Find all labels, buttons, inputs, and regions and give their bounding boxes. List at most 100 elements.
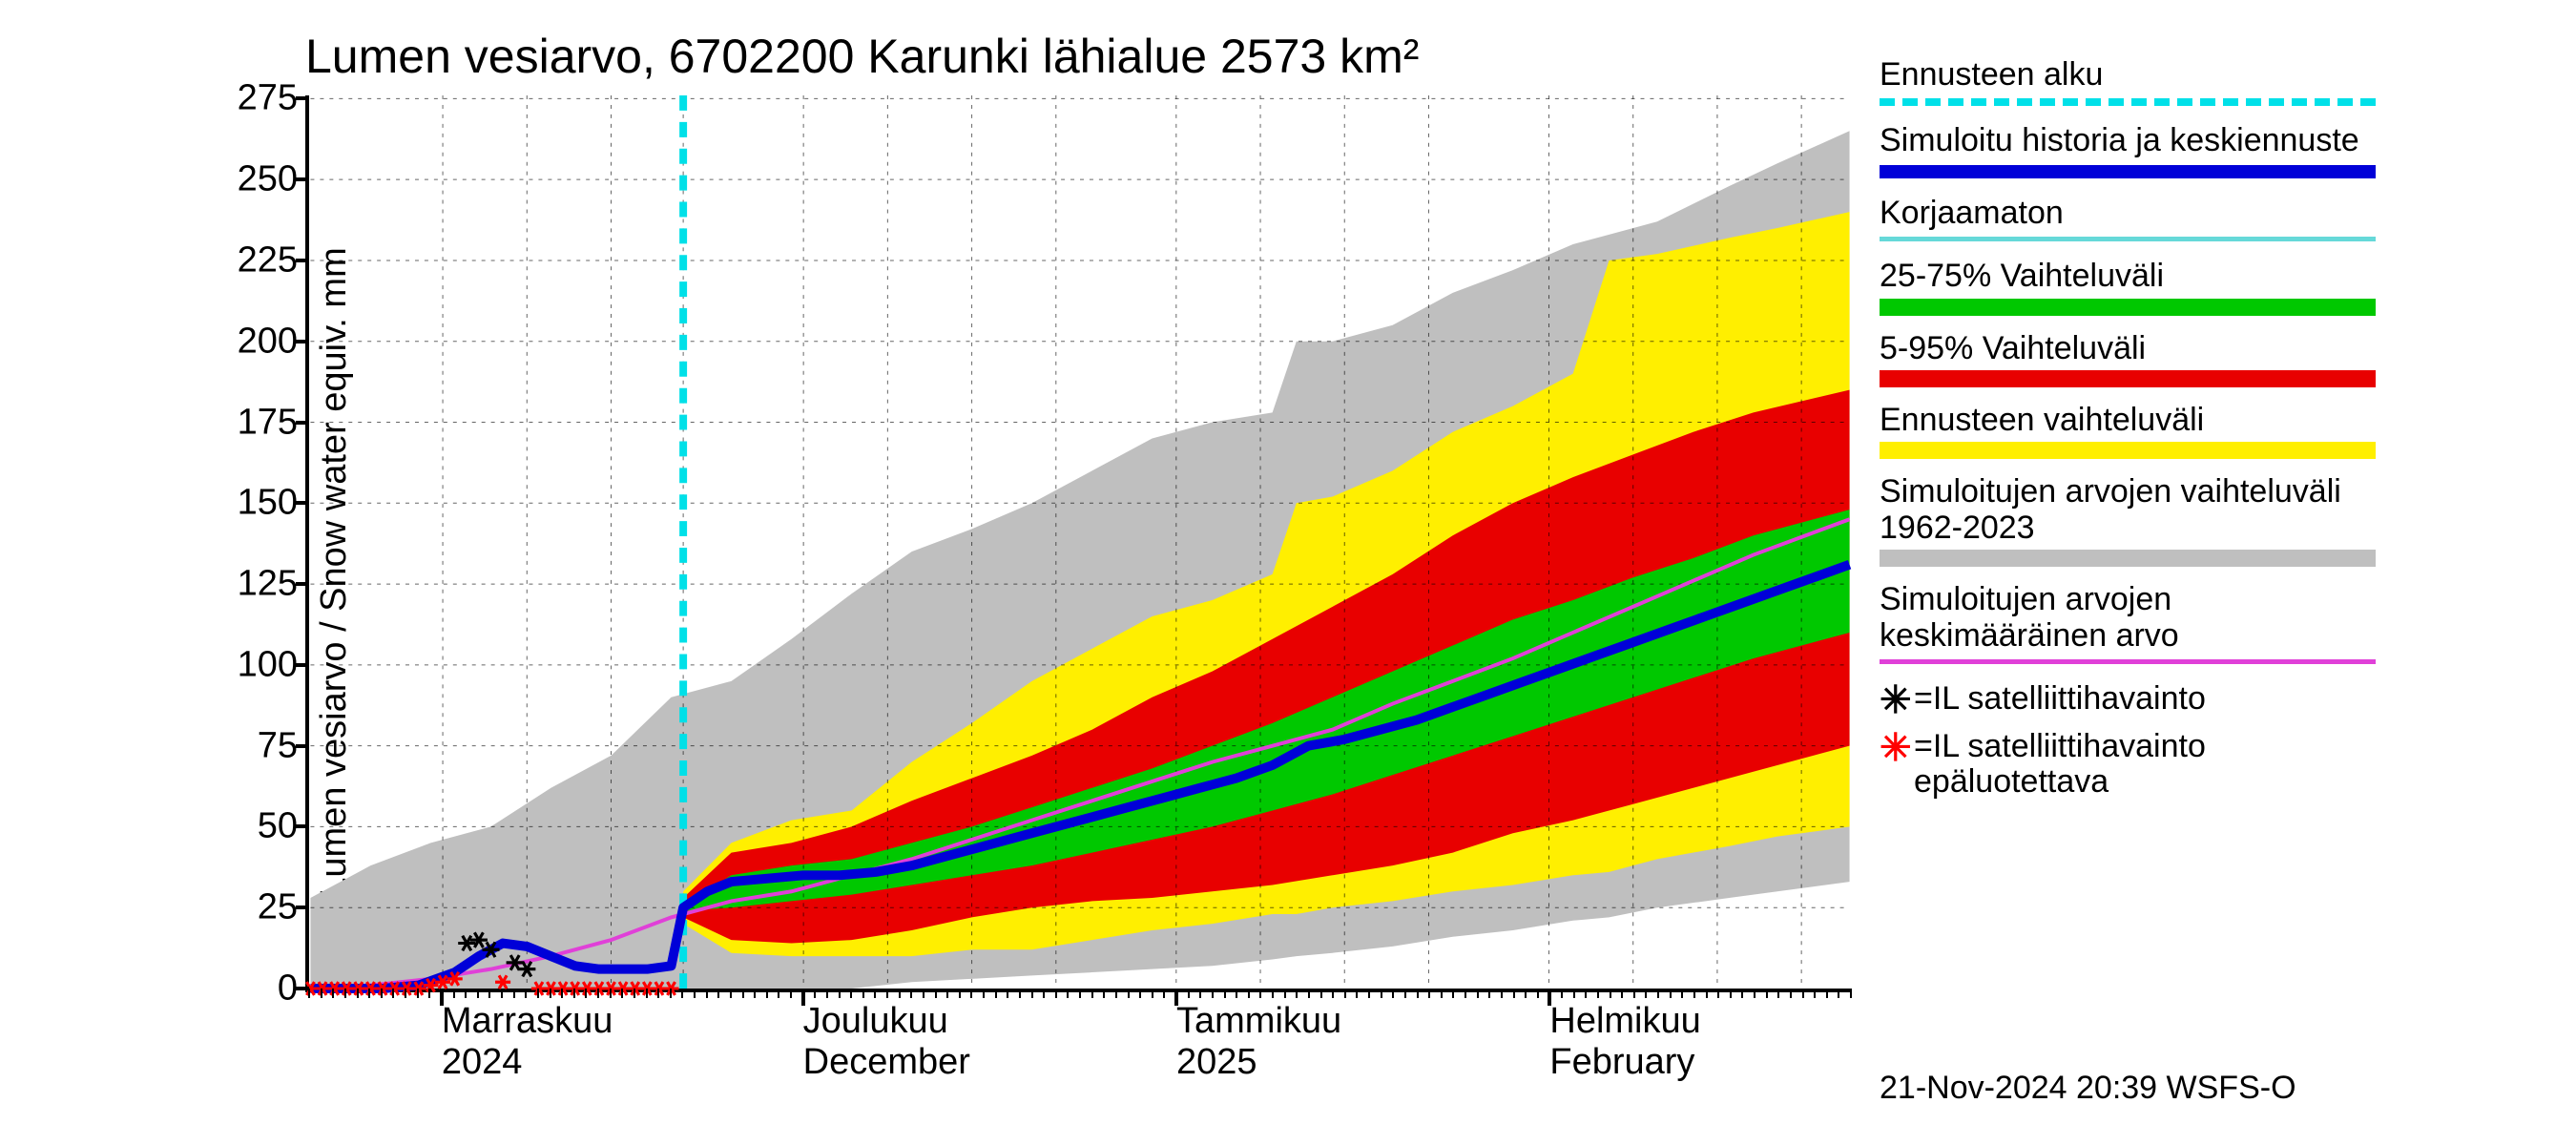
ytick-mark: [296, 582, 309, 586]
xtick-minor: [1573, 989, 1575, 998]
plot-area: 0255075100125150175200225250275Marraskuu…: [305, 95, 1851, 992]
legend-line: [1880, 659, 2376, 664]
xtick-minor: [417, 989, 419, 998]
legend-dashed: [1880, 98, 2376, 106]
ytick-label: 25: [258, 887, 298, 928]
xtick-minor: [585, 989, 587, 998]
xtick-minor: [381, 989, 383, 998]
legend-item: Korjaamaton: [1880, 196, 2376, 241]
xtick-minor: [1441, 989, 1443, 998]
xtick-label: Tammikuu 2025: [1176, 1001, 1341, 1084]
chart-svg: [309, 95, 1851, 989]
xtick-label: Joulukuu December: [803, 1001, 970, 1084]
xtick-minor: [1681, 989, 1683, 998]
xtick-minor: [899, 989, 901, 998]
legend-item: ✳=IL satelliittihavainto epäluotettava: [1880, 729, 2376, 801]
xtick-minor: [1814, 989, 1816, 998]
legend-marker-icon: ✳: [1880, 681, 1908, 719]
xtick-minor: [1236, 989, 1237, 998]
xtick-minor: [983, 989, 985, 998]
xtick-label: Helmikuu February: [1549, 1001, 1700, 1084]
ytick-label: 175: [238, 402, 298, 443]
xtick-minor: [946, 989, 948, 998]
xtick-minor: [561, 989, 563, 998]
xtick-minor: [1585, 989, 1587, 998]
xtick-minor: [1248, 989, 1250, 998]
xtick-minor: [621, 989, 623, 998]
xtick-minor: [1259, 989, 1261, 998]
xtick-minor: [766, 989, 768, 998]
legend-label: 25-75% Vaihteluväli: [1880, 259, 2376, 294]
xtick-minor: [1212, 989, 1214, 998]
xtick-minor: [970, 989, 972, 998]
legend-swatch: [1880, 370, 2376, 387]
ytick-label: 100: [238, 644, 298, 685]
xtick-minor: [1332, 989, 1334, 998]
legend-label: Ennusteen alku: [1880, 57, 2376, 93]
ytick-mark: [296, 96, 309, 100]
xtick-minor: [525, 989, 527, 998]
xtick-minor: [453, 989, 455, 998]
xtick-minor: [477, 989, 479, 998]
legend-line: [1880, 165, 2376, 178]
xtick-minor: [1850, 989, 1852, 998]
xtick-minor: [706, 989, 708, 998]
xtick-minor: [1513, 989, 1515, 998]
xtick-minor: [646, 989, 648, 998]
xtick-minor: [1152, 989, 1153, 998]
xtick-minor: [1645, 989, 1647, 998]
xtick-minor: [1428, 989, 1430, 998]
xtick-minor: [1766, 989, 1768, 998]
xtick-minor: [537, 989, 539, 998]
ytick-label: 225: [238, 239, 298, 281]
xtick-minor: [1404, 989, 1406, 998]
xtick-minor: [465, 989, 467, 998]
xtick-minor: [488, 989, 490, 998]
xtick-minor: [681, 989, 683, 998]
xtick-minor: [1537, 989, 1539, 998]
xtick-minor: [1706, 989, 1708, 998]
ytick-mark: [296, 340, 309, 344]
legend-label: Ennusteen vaihteluväli: [1880, 403, 2376, 438]
xtick-minor: [1477, 989, 1479, 998]
legend-label: =IL satelliittihavainto epäluotettava: [1914, 729, 2376, 801]
ytick-label: 50: [258, 806, 298, 847]
ytick-label: 150: [238, 483, 298, 524]
legend-item: 25-75% Vaihteluväli: [1880, 259, 2376, 315]
xtick-minor: [730, 989, 732, 998]
legend-item: Ennusteen vaihteluväli: [1880, 403, 2376, 459]
xtick-minor: [392, 989, 394, 998]
xtick-minor: [862, 989, 864, 998]
legend-label: Simuloitujen arvojen keskimääräinen arvo: [1880, 582, 2376, 654]
xtick-minor: [886, 989, 888, 998]
xtick-minor: [1344, 989, 1346, 998]
xtick-minor: [1381, 989, 1382, 998]
xtick-minor: [1392, 989, 1394, 998]
xtick-minor: [1284, 989, 1286, 998]
xtick-minor: [1091, 989, 1093, 998]
xtick-minor: [550, 989, 551, 998]
legend-item: Simuloitu historia ja keskiennuste: [1880, 123, 2376, 177]
xtick-minor: [1224, 989, 1226, 998]
ytick-mark: [296, 987, 309, 990]
xtick-minor: [1103, 989, 1105, 998]
xtick-minor: [308, 989, 310, 998]
xtick-minor: [1368, 989, 1370, 998]
ytick-label: 275: [238, 78, 298, 119]
xtick-minor: [1296, 989, 1298, 998]
xtick-minor: [1188, 989, 1190, 998]
xtick-minor: [1790, 989, 1792, 998]
legend-label: 5-95% Vaihteluväli: [1880, 331, 2376, 366]
xtick-minor: [597, 989, 599, 998]
xtick-minor: [1079, 989, 1081, 998]
xtick-minor: [670, 989, 672, 998]
ytick-label: 200: [238, 321, 298, 362]
legend-label: =IL satelliittihavainto: [1914, 681, 2206, 717]
legend: Ennusteen alku Simuloitu historia ja kesk…: [1880, 57, 2376, 810]
xtick-minor: [923, 989, 924, 998]
xtick-minor: [742, 989, 744, 998]
xtick-minor: [405, 989, 406, 998]
xtick-minor: [1067, 989, 1069, 998]
xtick-minor: [1610, 989, 1611, 998]
xtick-minor: [1657, 989, 1659, 998]
